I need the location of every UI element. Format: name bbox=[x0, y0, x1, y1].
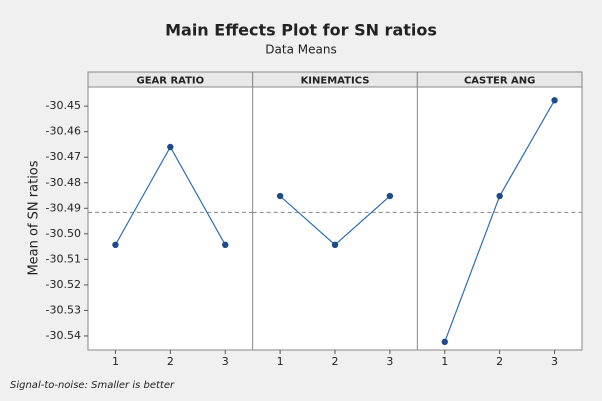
x-tick-label: 2 bbox=[332, 355, 339, 368]
panel-title: KINEMATICS bbox=[301, 76, 370, 87]
chart-subtitle: Data Means bbox=[265, 43, 336, 57]
y-tick-label: -30.45 bbox=[46, 99, 81, 112]
x-tick-label: 1 bbox=[277, 355, 284, 368]
y-tick-label: -30.49 bbox=[46, 201, 81, 214]
y-tick-label: -30.54 bbox=[46, 329, 81, 342]
y-tick-label: -30.52 bbox=[46, 278, 81, 291]
y-tick-label: -30.47 bbox=[46, 150, 81, 163]
point bbox=[551, 97, 558, 104]
point bbox=[386, 192, 394, 200]
point bbox=[112, 241, 119, 248]
y-axis-label: Mean of SN ratios bbox=[27, 160, 42, 275]
panel-title: GEAR RATIO bbox=[136, 76, 204, 87]
y-tick-label: -30.51 bbox=[46, 252, 81, 265]
x-tick-label: 3 bbox=[386, 355, 393, 368]
footnote: Signal-to-noise: Smaller is better bbox=[10, 380, 175, 391]
y-tick-label: -30.46 bbox=[46, 125, 81, 138]
x-tick-label: 2 bbox=[496, 355, 503, 368]
x-tick-label: 1 bbox=[112, 355, 119, 368]
x-tick-label: 3 bbox=[551, 355, 558, 368]
x-tick-label: 1 bbox=[441, 355, 448, 368]
point bbox=[496, 192, 503, 200]
point bbox=[441, 338, 448, 346]
chart-title: Main Effects Plot for SN ratios bbox=[165, 21, 437, 40]
x-tick-label: 2 bbox=[167, 355, 174, 368]
point bbox=[276, 192, 284, 200]
panel-title: CASTER ANG bbox=[464, 76, 535, 87]
y-tick-label: -30.50 bbox=[46, 227, 81, 240]
point bbox=[222, 241, 229, 248]
x-tick-label: 3 bbox=[222, 355, 229, 368]
point bbox=[167, 143, 174, 151]
y-tick-label: -30.48 bbox=[46, 176, 81, 189]
plot-area bbox=[87, 86, 583, 351]
panel-strip bbox=[416, 71, 583, 88]
point bbox=[331, 241, 339, 248]
y-tick-label: -30.53 bbox=[46, 303, 81, 316]
